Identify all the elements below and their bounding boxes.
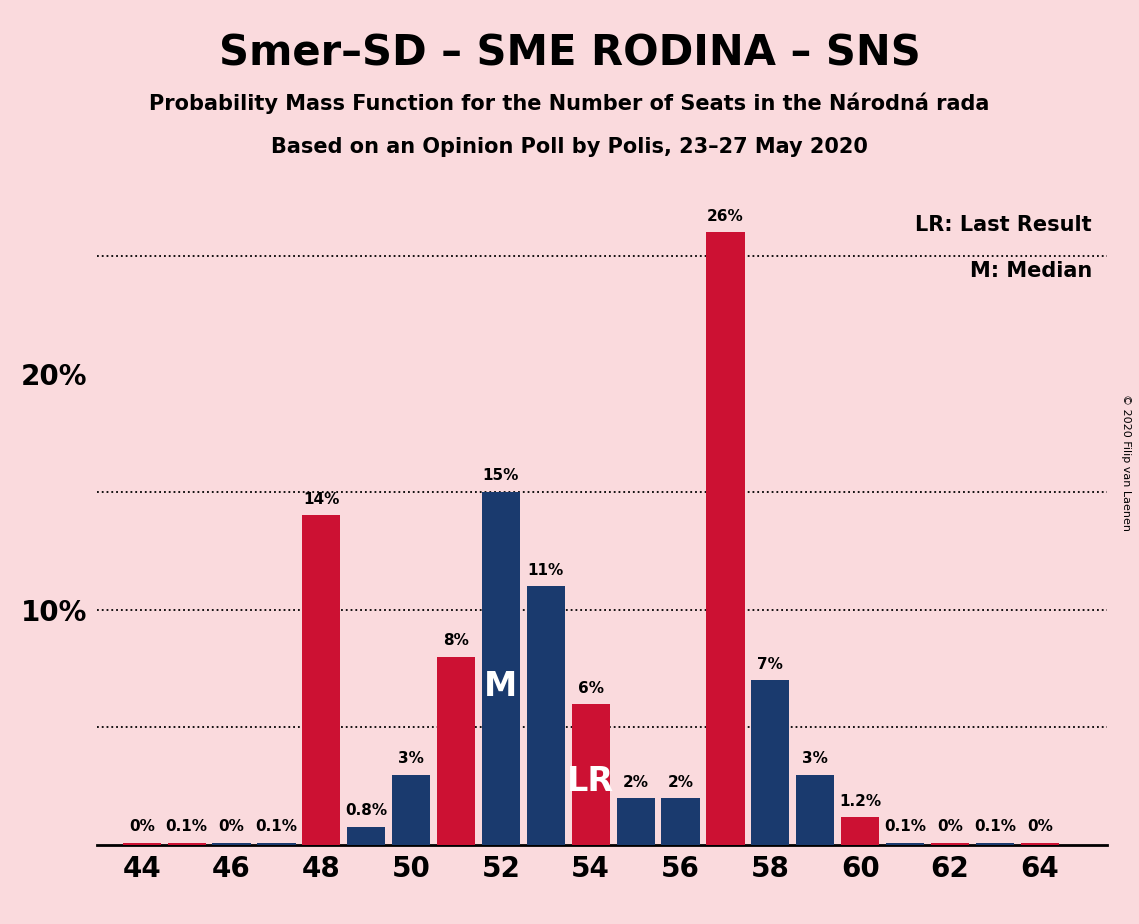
Bar (1021, 843, 1059, 845)
Text: 6%: 6% (577, 681, 604, 696)
Text: 2%: 2% (667, 775, 694, 790)
Text: 0%: 0% (1027, 820, 1052, 834)
Text: 26%: 26% (707, 209, 744, 224)
Text: 1.2%: 1.2% (839, 794, 882, 808)
Text: LR: Last Result: LR: Last Result (916, 214, 1092, 235)
Bar (392, 774, 431, 845)
Bar (662, 798, 699, 845)
Text: 8%: 8% (443, 634, 469, 649)
Bar (976, 843, 1014, 845)
Bar (437, 657, 475, 845)
Text: 7%: 7% (757, 657, 784, 672)
Text: 0.1%: 0.1% (255, 820, 297, 834)
Bar (616, 798, 655, 845)
Text: Smer–SD – SME RODINA – SNS: Smer–SD – SME RODINA – SNS (219, 32, 920, 74)
Bar (706, 232, 745, 845)
Text: 3%: 3% (802, 751, 828, 766)
Bar (572, 704, 609, 845)
Text: 11%: 11% (527, 563, 564, 578)
Text: M: M (484, 670, 517, 702)
Text: 0.1%: 0.1% (884, 820, 926, 834)
Text: 0.1%: 0.1% (974, 820, 1016, 834)
Bar (931, 843, 969, 845)
Bar (482, 492, 521, 845)
Text: Based on an Opinion Poll by Polis, 23–27 May 2020: Based on an Opinion Poll by Polis, 23–27… (271, 137, 868, 157)
Text: 0%: 0% (937, 820, 962, 834)
Text: 0.1%: 0.1% (165, 820, 207, 834)
Text: 0.8%: 0.8% (345, 803, 387, 819)
Text: 2%: 2% (623, 775, 648, 790)
Bar (752, 680, 789, 845)
Bar (302, 516, 341, 845)
Text: 15%: 15% (483, 468, 519, 483)
Text: M: Median: M: Median (969, 261, 1092, 281)
Bar (841, 817, 879, 845)
Text: LR: LR (567, 765, 614, 798)
Text: Probability Mass Function for the Number of Seats in the Národná rada: Probability Mass Function for the Number… (149, 92, 990, 114)
Text: 0%: 0% (219, 820, 245, 834)
Bar (257, 843, 295, 845)
Bar (347, 827, 385, 845)
Text: 3%: 3% (399, 751, 424, 766)
Bar (167, 843, 206, 845)
Text: 0%: 0% (129, 820, 155, 834)
Bar (526, 586, 565, 845)
Bar (886, 843, 924, 845)
Text: 14%: 14% (303, 492, 339, 507)
Bar (213, 843, 251, 845)
Bar (796, 774, 835, 845)
Bar (123, 843, 161, 845)
Text: © 2020 Filip van Laenen: © 2020 Filip van Laenen (1121, 394, 1131, 530)
